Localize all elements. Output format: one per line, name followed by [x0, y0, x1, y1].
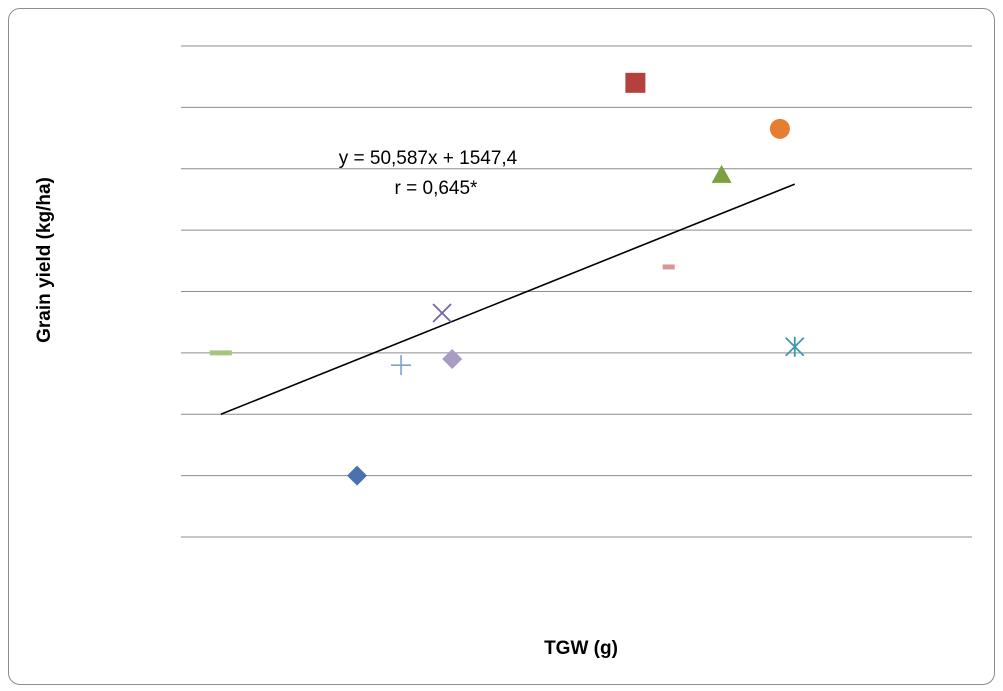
equation-label: y = 50,587x + 1547,4 — [339, 148, 518, 169]
data-point — [662, 264, 675, 270]
data-point — [769, 118, 790, 139]
gridlines — [181, 45, 972, 538]
x-axis-title: TGW (g) — [544, 638, 618, 659]
data-point — [625, 72, 646, 93]
data-point — [711, 164, 732, 183]
chart-frame — [8, 8, 995, 685]
trendline — [220, 183, 796, 415]
data-point — [432, 303, 452, 323]
data-point — [442, 349, 463, 370]
data-point — [209, 350, 232, 356]
data-markers — [209, 72, 805, 486]
data-point — [391, 355, 412, 376]
data-point — [347, 465, 368, 486]
data-point — [785, 336, 805, 357]
r-value-label: r = 0,645* — [395, 178, 479, 199]
y-axis-title: Grain yield (kg/ha) — [34, 177, 55, 343]
